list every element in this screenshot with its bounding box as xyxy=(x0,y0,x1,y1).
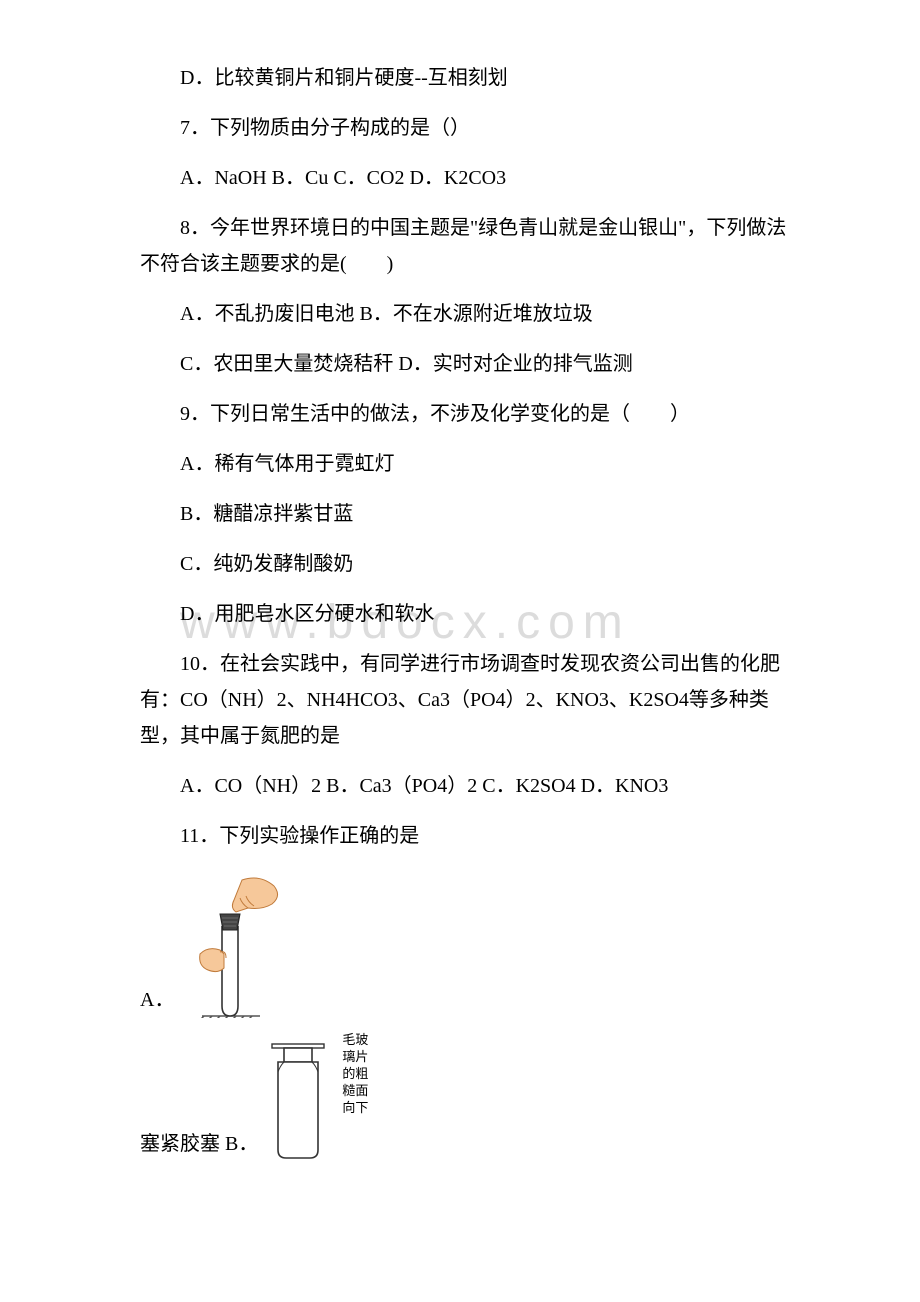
q9-option-a: A．稀有气体用于霓虹灯 xyxy=(140,446,800,482)
q11-stem: 11．下列实验操作正确的是 xyxy=(140,818,800,854)
bottle-caption: 毛玻璃片的粗糙面向下 xyxy=(342,1032,376,1116)
q11-option-a-label: A． xyxy=(140,982,174,1018)
q8-options-cd: C．农田里大量焚烧秸秆 D．实时对企业的排气监测 xyxy=(140,346,800,382)
q7-stem: 7．下列物质由分子构成的是（） xyxy=(140,110,800,146)
q11-option-b-prefix: 塞紧胶塞 B． xyxy=(140,1126,258,1162)
q7-options: A．NaOH B．Cu C．CO2 D．K2CO3 xyxy=(140,160,800,196)
q9-option-c: C．纯奶发酵制酸奶 xyxy=(140,546,800,582)
q9-stem: 9．下列日常生活中的做法，不涉及化学变化的是（ ） xyxy=(140,396,800,432)
document-body: D．比较黄铜片和铜片硬度--互相刻划 7．下列物质由分子构成的是（） A．NaO… xyxy=(140,60,800,1162)
q8-options-ab: A．不乱扔废旧电池 B．不在水源附近堆放垃圾 xyxy=(140,296,800,332)
q6-option-d: D．比较黄铜片和铜片硬度--互相刻划 xyxy=(140,60,800,96)
q8-stem: 8．今年世界环境日的中国主题是"绿色青山就是金山银山"，下列做法不符合该主题要求… xyxy=(140,210,800,282)
q11-option-a-row: A． xyxy=(140,868,800,1018)
q10-options: A．CO（NH）2 B．Ca3（PO4）2 C．K2SO4 D．KNO3 xyxy=(140,768,800,804)
q10-stem: 10．在社会实践中，有同学进行市场调查时发现农资公司出售的化肥有：CO（NH）2… xyxy=(140,646,800,754)
q9-option-d: D．用肥皂水区分硬水和软水 xyxy=(140,596,800,632)
q11-option-b-row: 塞紧胶塞 B． 毛玻璃片的粗糙面向下 xyxy=(140,1032,800,1162)
q9-option-b: B．糖醋凉拌紫甘蓝 xyxy=(140,496,800,532)
test-tube-stopper-diagram xyxy=(182,868,292,1018)
reagent-bottle-diagram xyxy=(258,1032,338,1162)
